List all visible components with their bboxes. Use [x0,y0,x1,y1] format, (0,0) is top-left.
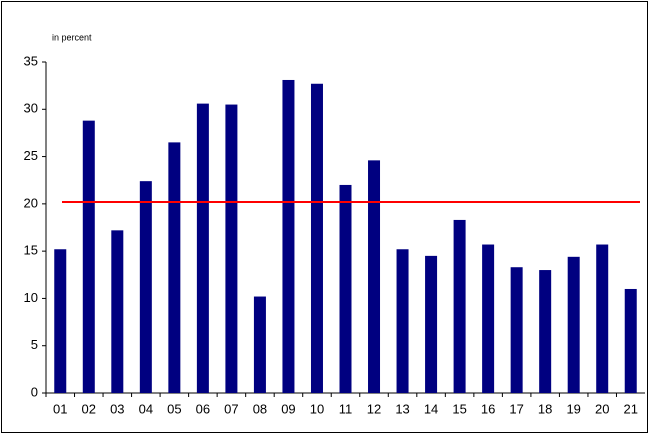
x-tick-label: 03 [110,401,124,416]
bar [567,256,580,393]
x-tick-label: 01 [53,401,67,416]
bar [225,104,238,394]
x-tick-label: 04 [139,401,153,416]
x-tick-label: 05 [167,401,181,416]
bar [539,270,552,393]
bar [310,83,323,393]
x-tick-label: 08 [253,401,267,416]
bar [596,244,609,393]
y-tick-label: 20 [24,195,38,210]
x-tick-label: 20 [595,401,609,416]
x-tick-label: 07 [224,401,238,416]
bar [168,142,181,393]
bar [396,249,409,393]
x-tick-label: 21 [624,401,638,416]
y-tick-label: 5 [31,337,38,352]
x-tick-label: 11 [339,401,353,416]
y-tick-label: 15 [24,243,38,258]
bar [339,184,352,393]
y-tick-label: 30 [24,101,38,116]
bar [139,181,152,393]
x-tick-label: 16 [481,401,495,416]
y-tick-label: 25 [24,148,38,163]
x-tick-label: 13 [395,401,409,416]
x-tick-label: 18 [538,401,552,416]
x-tick-label: 06 [196,401,210,416]
bar [253,296,266,393]
y-tick-label: 35 [24,53,38,68]
bar [453,219,466,393]
x-tick-label: 12 [367,401,381,416]
bar [111,230,124,393]
bar [368,160,381,393]
y-tick-label: 10 [24,290,38,305]
x-tick-label: 09 [281,401,295,416]
x-tick-label: 17 [509,401,523,416]
x-tick-label: 15 [452,401,466,416]
bar [282,79,295,394]
bar [624,288,637,393]
bar [54,249,67,393]
bar [196,103,209,394]
x-tick-label: 02 [82,401,96,416]
x-tick-label: 14 [424,401,438,416]
bar [510,267,523,393]
y-axis-label: in percent [52,32,92,42]
bar [425,255,438,393]
x-tick-label: 19 [566,401,580,416]
x-tick-label: 10 [310,401,324,416]
bar [82,120,95,394]
bar [482,244,495,393]
y-tick-label: 0 [31,384,38,399]
